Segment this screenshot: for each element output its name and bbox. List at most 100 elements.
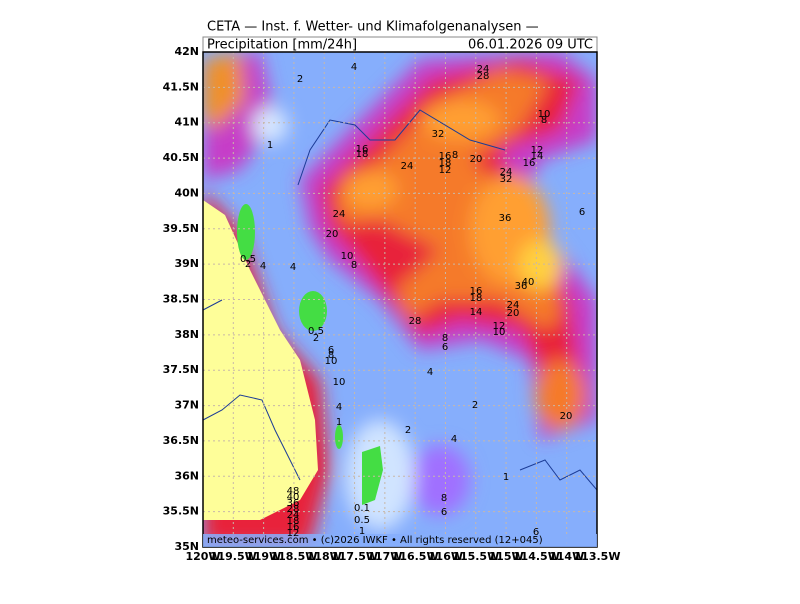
x-tick-label: 119.5W (210, 550, 257, 563)
contour-label: 1 (336, 417, 342, 428)
contour-label: 16 (287, 522, 300, 533)
contour-label: 16 (356, 144, 369, 155)
y-tick-label: 40N (174, 186, 199, 199)
precipitation-field (203, 52, 597, 547)
contour-label: 0.5 (354, 515, 370, 526)
y-tick-label: 35.5N (163, 505, 199, 518)
footer: meteo-services.com • (c)2026 IWKF • All … (207, 535, 543, 546)
contour-label: 12 (287, 528, 300, 539)
contour-label: 10 (333, 377, 346, 388)
y-tick-label: 42N (174, 45, 199, 58)
contour-label: 6 (328, 345, 334, 356)
x-tick-label: 115.5W (452, 550, 499, 563)
contour-label: 18 (287, 516, 300, 527)
contour-label: 20 (507, 308, 520, 319)
contour-label: 48 (287, 486, 300, 497)
contour-label: 16 (470, 286, 483, 297)
contour-label: 14 (531, 151, 544, 162)
contour-label: 24 (477, 64, 490, 75)
contour-label: 8 (351, 260, 357, 271)
contour-label: 2 (405, 425, 411, 436)
x-tick-label: 114.5W (513, 550, 560, 563)
contour-label: 18 (356, 149, 369, 160)
contour-label: 6 (533, 527, 539, 538)
contour-label: 0.1 (354, 503, 370, 514)
x-tick-label: 117W (367, 550, 402, 563)
x-tick-label: 117.5W (331, 550, 378, 563)
contour-label: 6 (579, 207, 585, 218)
contour-label: 36 (287, 498, 300, 509)
contour-label: 0.5 (240, 254, 256, 265)
contour-label: 6 (441, 507, 447, 518)
y-tick-label: 41N (174, 116, 199, 129)
title: CETA — Inst. f. Wetter- und Klimafolgena… (207, 20, 539, 35)
x-tick-label: 114W (549, 550, 584, 563)
contour-label: 4 (451, 434, 457, 445)
y-tick-label: 38N (174, 328, 199, 341)
y-tick-label: 39.5N (163, 222, 199, 235)
contour-label: 24 (333, 209, 346, 220)
contour-label: 24 (500, 167, 513, 178)
contour-label: 28 (477, 71, 490, 82)
contour-label: 4 (351, 62, 357, 73)
contour-label: 8 (328, 350, 334, 361)
contour-label: 1 (267, 140, 273, 151)
contour-label: 10 (341, 251, 354, 262)
x-tick-label: 120W (185, 550, 220, 563)
contour-label: 40 (287, 492, 300, 503)
contour-label: 0.5 (308, 326, 324, 337)
contour-label: 2 (245, 259, 251, 270)
contour-label: 24 (507, 300, 520, 311)
contour-label: 16 (439, 151, 452, 162)
x-tick-label: 116.5W (392, 550, 439, 563)
contour-label: 8 (452, 150, 458, 161)
contour-label: 18 (470, 293, 483, 304)
y-tick-label: 37N (174, 399, 199, 412)
x-tick-label: 119W (246, 550, 281, 563)
contour-label: 32 (500, 174, 513, 185)
contour-label: 36 (499, 213, 512, 224)
contour-label: 10 (538, 109, 551, 120)
contour-label: 18 (439, 158, 452, 169)
contour-label: 1 (359, 526, 365, 537)
contour-label: 20 (560, 411, 573, 422)
contour-label: 28 (287, 504, 300, 515)
contour-label: 10 (325, 356, 338, 367)
x-tick-label: 118.5W (270, 550, 317, 563)
contour-label: 2 (472, 400, 478, 411)
y-tick-label: 40.5N (163, 151, 199, 164)
contour-label: 4 (427, 367, 433, 378)
y-tick-label: 39N (174, 257, 199, 270)
contour-label: 40 (522, 277, 535, 288)
contour-label: 12 (439, 165, 452, 176)
subtitle: Precipitation [mm/24h] (207, 38, 357, 53)
y-tick-label: 41.5N (163, 80, 199, 93)
contour-label: 24 (287, 510, 300, 521)
y-tick-label: 35N (174, 540, 199, 553)
y-tick-label: 38.5N (163, 293, 199, 306)
contour-label: 12 (493, 321, 506, 332)
contour-label: 20 (470, 154, 483, 165)
contour-label: 24 (401, 161, 414, 172)
contour-label: 4 (260, 261, 266, 272)
valid-time: 06.01.2026 09 UTC (468, 38, 593, 53)
contour-label: 4 (336, 402, 342, 413)
y-tick-label: 37.5N (163, 363, 199, 376)
contour-label: 1 (503, 472, 509, 483)
x-tick-label: 115W (489, 550, 524, 563)
contour-label: 32 (432, 129, 445, 140)
contour-label: 8 (442, 333, 448, 344)
contour-label: 8 (541, 115, 547, 126)
x-tick-label: 113.5W (574, 550, 621, 563)
contour-label: 2 (297, 74, 303, 85)
contour-label: 28 (409, 316, 422, 327)
y-tick-label: 36N (174, 469, 199, 482)
y-tick-label: 36.5N (163, 434, 199, 447)
contour-label: 4 (290, 262, 296, 273)
contour-label: 20 (326, 229, 339, 240)
x-tick-label: 116W (428, 550, 463, 563)
contour-label: 36 (515, 281, 528, 292)
contour-label: 2 (313, 333, 319, 344)
contour-label: 10 (493, 327, 506, 338)
